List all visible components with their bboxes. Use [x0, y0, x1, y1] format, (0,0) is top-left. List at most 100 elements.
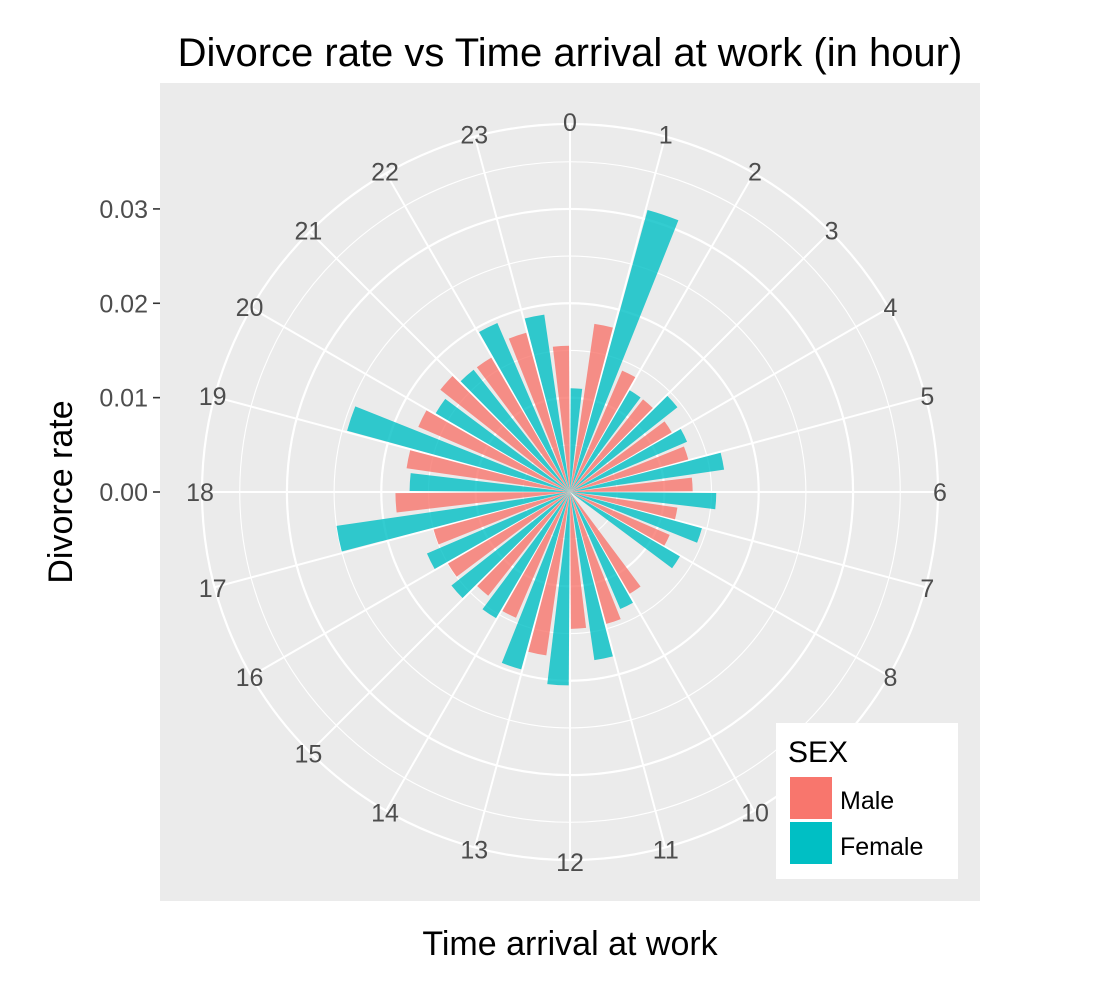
bar-female-16: [426, 492, 570, 569]
angle-label-16: 16: [236, 664, 264, 692]
grid-spoke-14: [385, 491, 571, 812]
grid-spoke-5: [569, 395, 926, 493]
y-tick-label: 0.00: [99, 479, 148, 507]
angle-label-10: 10: [741, 799, 769, 827]
bar-female-19: [347, 406, 570, 492]
bar-female-15: [451, 492, 570, 599]
angle-label-20: 20: [236, 294, 264, 322]
grid-spoke-15: [309, 491, 571, 753]
grid-spoke-22: [385, 172, 571, 493]
bar-female-2: [570, 390, 641, 492]
grid-spoke-19: [214, 395, 571, 493]
angle-label-6: 6: [933, 479, 947, 507]
angle-label-0: 0: [563, 109, 577, 137]
bar-male-20: [418, 410, 570, 492]
angle-label-4: 4: [883, 294, 897, 322]
bar-male-16: [447, 492, 570, 577]
angle-label-13: 13: [460, 836, 488, 864]
grid-spoke-7: [569, 491, 926, 589]
bar-male-6: [570, 477, 693, 492]
bar-female-8: [570, 492, 680, 569]
bar-female-10: [570, 492, 633, 610]
bar-male-10: [570, 492, 641, 594]
bar-male-12: [570, 492, 587, 629]
legend-label-female: Female: [840, 833, 923, 861]
grid-spoke-17: [214, 491, 571, 589]
grid-spoke-10: [569, 491, 755, 812]
bar-female-17: [336, 492, 570, 552]
bar-female-22: [479, 322, 570, 492]
grid: [200, 122, 940, 862]
x-axis-title: Time arrival at work: [422, 925, 718, 963]
bar-female-21: [460, 369, 570, 492]
y-tick-label: 0.02: [99, 290, 148, 318]
bar-female-11: [570, 492, 613, 661]
bars: [336, 209, 725, 686]
bar-male-5: [570, 446, 689, 492]
bar-male-7: [570, 492, 678, 520]
angle-label-12: 12: [556, 849, 584, 877]
bar-female-4: [570, 429, 688, 492]
grid-spoke-20: [250, 307, 571, 493]
angle-label-14: 14: [371, 799, 399, 827]
bar-male-22: [476, 357, 570, 492]
bar-male-15: [477, 492, 570, 596]
bar-female-12: [547, 492, 570, 686]
bar-male-1: [570, 323, 613, 492]
angle-label-7: 7: [920, 575, 934, 603]
bar-male-4: [570, 421, 672, 492]
legend-swatch-male: [790, 777, 832, 819]
bar-female-7: [570, 492, 702, 543]
angle-label-19: 19: [199, 383, 227, 411]
legend-title: SEX: [788, 736, 848, 769]
angle-label-2: 2: [748, 159, 762, 187]
legend-swatch-female: [790, 822, 832, 864]
grid-spoke-13: [473, 491, 571, 848]
bar-female-13: [501, 492, 570, 670]
bar-female-3: [570, 395, 678, 492]
bar-female-23: [524, 314, 570, 492]
bar-male-14: [502, 492, 570, 618]
y-tick-label: 0.01: [99, 385, 148, 413]
angle-label-22: 22: [371, 159, 399, 187]
angle-label-15: 15: [294, 741, 322, 769]
bar-female-0: [570, 388, 583, 492]
grid-spoke-3: [569, 231, 831, 493]
grid-spoke-1: [569, 136, 667, 493]
grid-spoke-23: [473, 136, 571, 493]
bar-female-5: [570, 452, 725, 492]
bar-male-2: [570, 370, 636, 492]
bar-male-8: [570, 492, 670, 546]
bar-male-0: [552, 345, 570, 492]
bar-male-3: [570, 399, 653, 492]
grid-spoke-8: [569, 491, 890, 677]
y-axis: 0.00 0.01 0.02 0.03: [99, 196, 160, 507]
bar-male-19: [406, 450, 570, 492]
angle-label-8: 8: [883, 664, 897, 692]
angle-label-23: 23: [460, 122, 488, 150]
grid-spoke-11: [569, 491, 667, 848]
angle-label-18: 18: [186, 479, 214, 507]
legend-label-male: Male: [840, 787, 894, 815]
bar-female-6: [570, 492, 717, 510]
angle-label-21: 21: [294, 217, 322, 245]
angle-label-1: 1: [659, 122, 673, 150]
angle-label-5: 5: [920, 383, 934, 411]
bar-female-14: [482, 492, 570, 619]
bar-male-21: [440, 376, 570, 492]
grid-spoke-4: [569, 307, 890, 493]
bar-female-1: [570, 209, 679, 492]
bar-male-11: [570, 492, 621, 624]
bar-male-23: [508, 332, 570, 492]
bar-male-13: [528, 492, 570, 656]
y-axis-title: Divorce rate: [42, 400, 80, 583]
bar-female-18: [409, 473, 570, 492]
y-tick-label: 0.03: [99, 196, 148, 224]
angle-label-17: 17: [199, 575, 227, 603]
angle-label-11: 11: [653, 836, 679, 864]
legend: SEX Male Female: [776, 723, 958, 879]
grid-spoke-21: [309, 231, 571, 493]
grid-spoke-16: [250, 491, 571, 677]
